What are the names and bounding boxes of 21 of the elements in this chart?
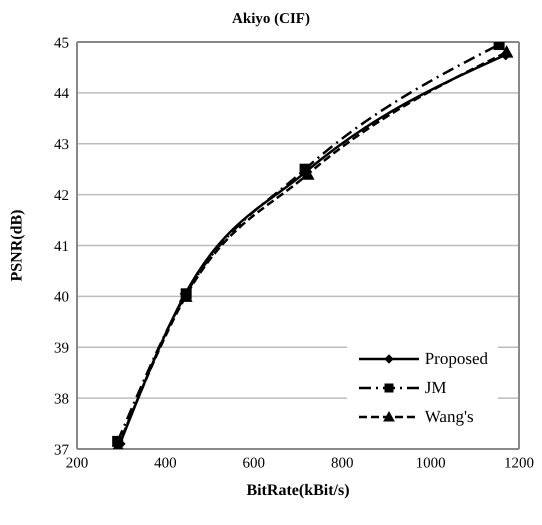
y-tick-label: 43 <box>54 137 69 154</box>
x-tick-label: 400 <box>154 456 177 472</box>
x-tick-label: 1000 <box>416 456 446 472</box>
x-axis-title: BitRate(kBit/s) <box>246 482 350 499</box>
y-tick-label: 45 <box>54 35 69 52</box>
y-tick-label: 37 <box>54 442 70 458</box>
y-tick-label: 42 <box>54 188 69 204</box>
x-tick-label: 1200 <box>504 456 534 472</box>
x-tick-label: 600 <box>242 456 266 472</box>
legend-label: Wang's <box>424 406 474 426</box>
y-tick-label: 41 <box>54 238 69 255</box>
legend-label: JM <box>424 378 446 398</box>
x-tick-label: 800 <box>330 456 354 472</box>
y-tick-label: 38 <box>54 391 69 408</box>
y-tick-label: 40 <box>54 290 69 306</box>
y-tick-label: 44 <box>54 86 70 102</box>
y-tick-label: 39 <box>54 340 69 357</box>
chart-title: Akiyo (CIF) <box>231 10 311 29</box>
legend-label: Proposed <box>424 348 488 368</box>
y-axis-title: PSNR(dB) <box>8 209 26 282</box>
x-tick-label: 200 <box>66 456 88 472</box>
